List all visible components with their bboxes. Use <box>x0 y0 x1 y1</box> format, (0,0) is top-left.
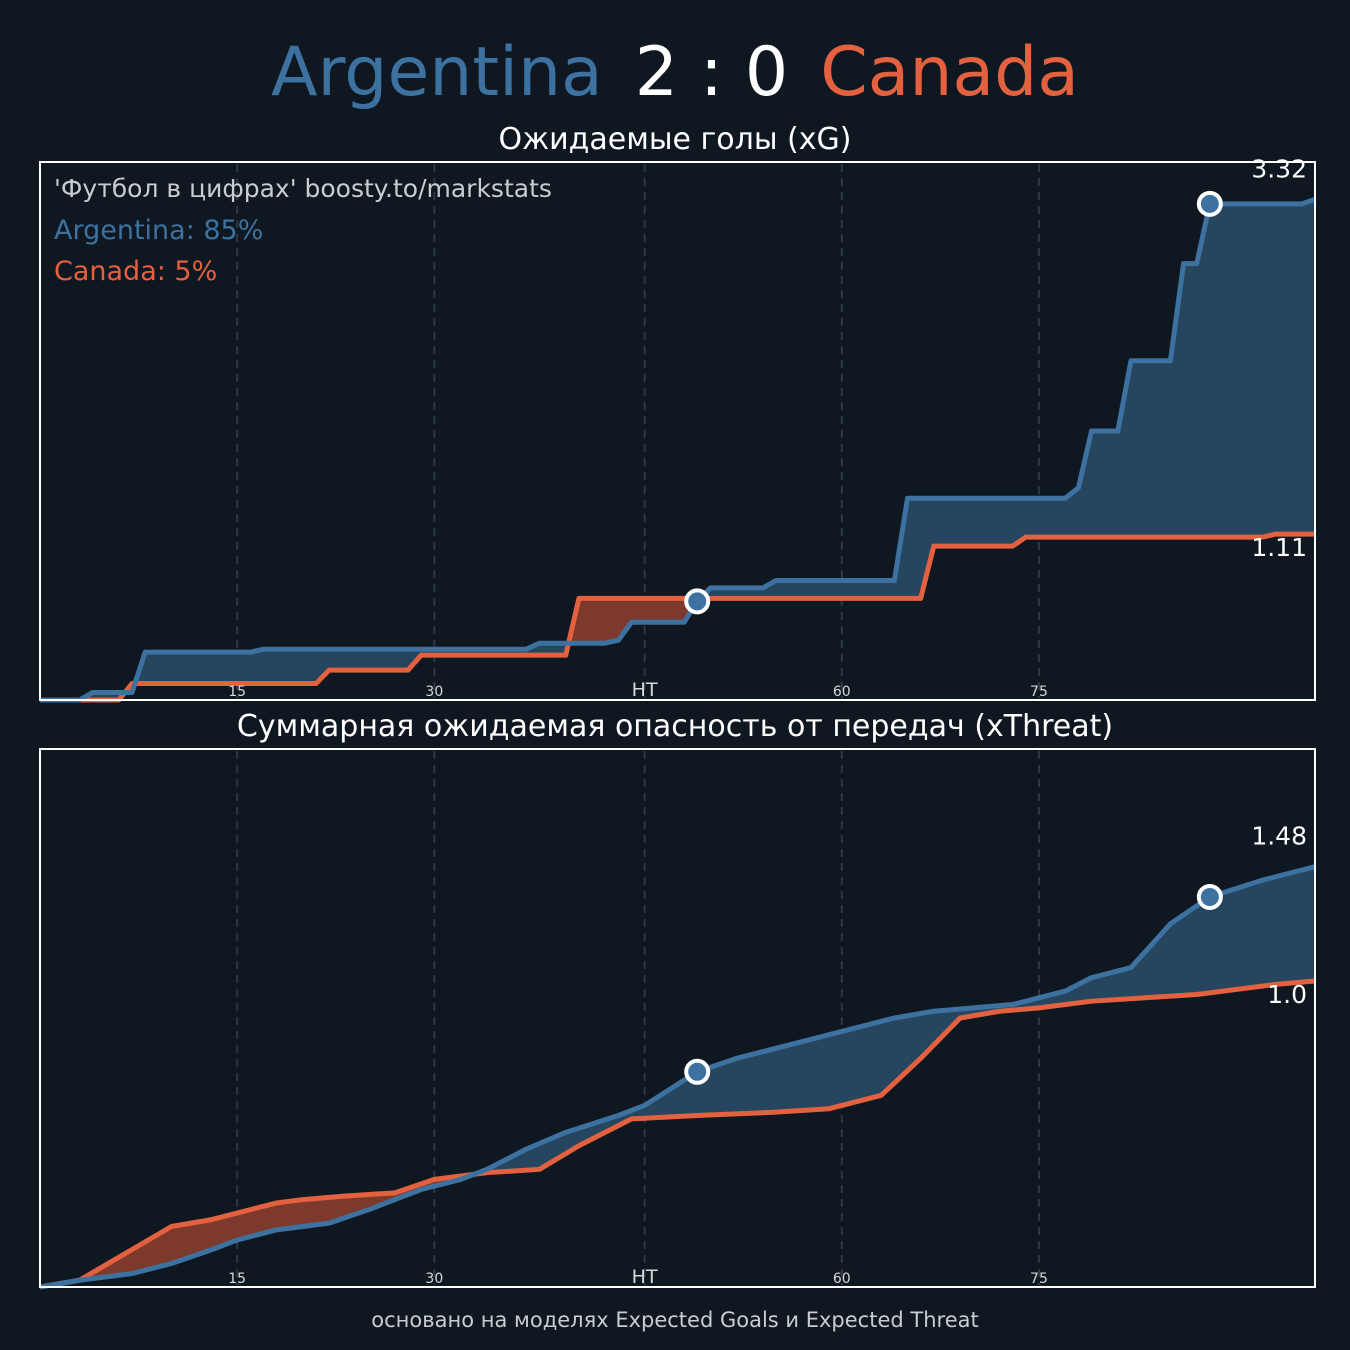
credit-annotation: 'Футбол в цифрах' boosty.to/markstats <box>54 174 552 203</box>
xt-goal-marker <box>1196 883 1223 910</box>
xt-goal-marker <box>684 1058 711 1085</box>
score-separator: : <box>700 33 723 112</box>
xt-tick-label: 30 <box>425 1271 443 1287</box>
home-score: 2 <box>634 33 678 112</box>
xg-tick-label: HT <box>632 679 658 701</box>
away-team-name: Canada <box>820 33 1079 112</box>
away-score: 0 <box>744 33 789 112</box>
xt-home-final-value: 1.48 <box>1251 822 1307 851</box>
xg-fill-area <box>697 199 1315 602</box>
home-win-probability: Argentina: 85% <box>54 215 263 246</box>
xg-tick-label: 60 <box>833 684 851 700</box>
away-win-probability: Canada: 5% <box>54 256 217 287</box>
xg-away-final-value: 1.11 <box>1251 533 1307 562</box>
xg-home-final-value: 3.32 <box>1251 154 1307 183</box>
xg-tick-label: 15 <box>228 684 246 700</box>
xt-home-line <box>39 864 1316 1290</box>
xt-away-final-value: 1.0 <box>1267 980 1307 1009</box>
xg-tick-label: 30 <box>425 684 443 700</box>
xt-frame <box>39 748 1316 1288</box>
footer-note: основано на моделях Expected Goals и Exp… <box>371 1308 979 1332</box>
xt-tick-label: 60 <box>833 1271 851 1287</box>
xt-tick-label: 75 <box>1030 1271 1048 1287</box>
xt-chart-title: Суммарная ожидаемая опасность от передач… <box>236 709 1114 744</box>
xg-away-line <box>40 531 1315 703</box>
xg-goal-marker <box>684 588 711 615</box>
xg-goal-marker <box>1196 190 1223 217</box>
xg-tick-label: 75 <box>1030 684 1048 700</box>
home-team-name: Argentina <box>271 33 603 112</box>
xg-chart: 15 30 HT 60 75 3.32 1.11 'Футбол в цифрах' boos… <box>39 154 1316 703</box>
xg-fill-area <box>565 598 698 656</box>
xt-away-line <box>39 978 1316 1290</box>
xg-frame <box>39 161 1316 701</box>
xt-tick-label: HT <box>632 1266 658 1288</box>
xg-home-line <box>40 196 1316 703</box>
xt-fill-area <box>460 866 1316 1180</box>
xg-chart-title: Ожидаемые голы (xG) <box>498 122 852 157</box>
xt-fill-area <box>79 1176 461 1281</box>
xt-chart: 15 30 HT 60 75 1.48 1.0 <box>39 748 1316 1290</box>
xt-tick-label: 15 <box>228 1271 246 1287</box>
match-header: Argentina 2 : 0 Canada <box>0 28 1350 118</box>
